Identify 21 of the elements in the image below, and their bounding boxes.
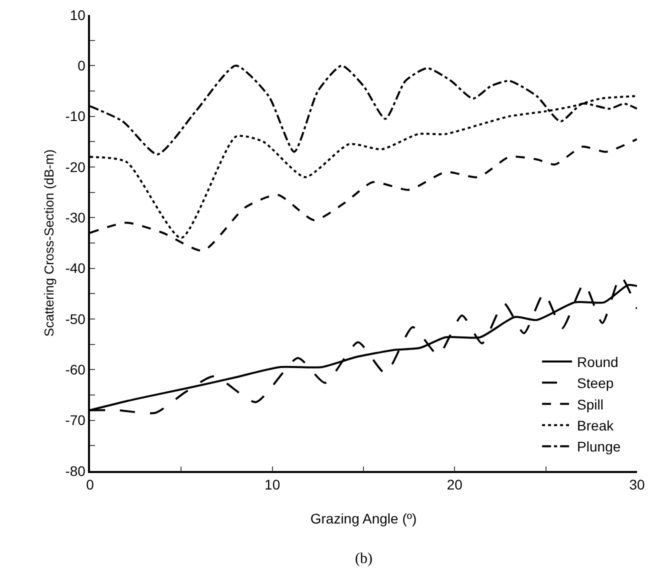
- y-axis-title: Scattering Cross-Section (dB-m): [42, 149, 56, 337]
- x-tick-label: 10: [264, 476, 280, 493]
- x-tick-label: 20: [446, 476, 463, 493]
- text: (b): [355, 551, 372, 567]
- y-tick-label: -60: [65, 362, 86, 378]
- legend-label: Round: [577, 354, 618, 370]
- y-tick-label: 10: [70, 6, 86, 23]
- y-tick-label: -10: [65, 108, 86, 124]
- y-tick-label: -30: [65, 210, 86, 226]
- y-tick-label: -50: [65, 310, 86, 327]
- y-tick-label: -40: [65, 260, 86, 276]
- legend-label: Spill: [577, 396, 604, 412]
- x-tick-label: 30: [629, 476, 645, 493]
- y-tick-label: 0: [78, 58, 86, 74]
- y-tick-label: -70: [65, 412, 86, 428]
- legend-label: Plunge: [577, 438, 621, 455]
- legend-label: Break: [577, 418, 615, 434]
- legend-label: Steep: [577, 375, 614, 392]
- x-axis-title: Grazing Angle (º): [310, 510, 417, 526]
- y-tick-label: -80: [65, 462, 86, 479]
- y-tick-label: -20: [65, 158, 86, 175]
